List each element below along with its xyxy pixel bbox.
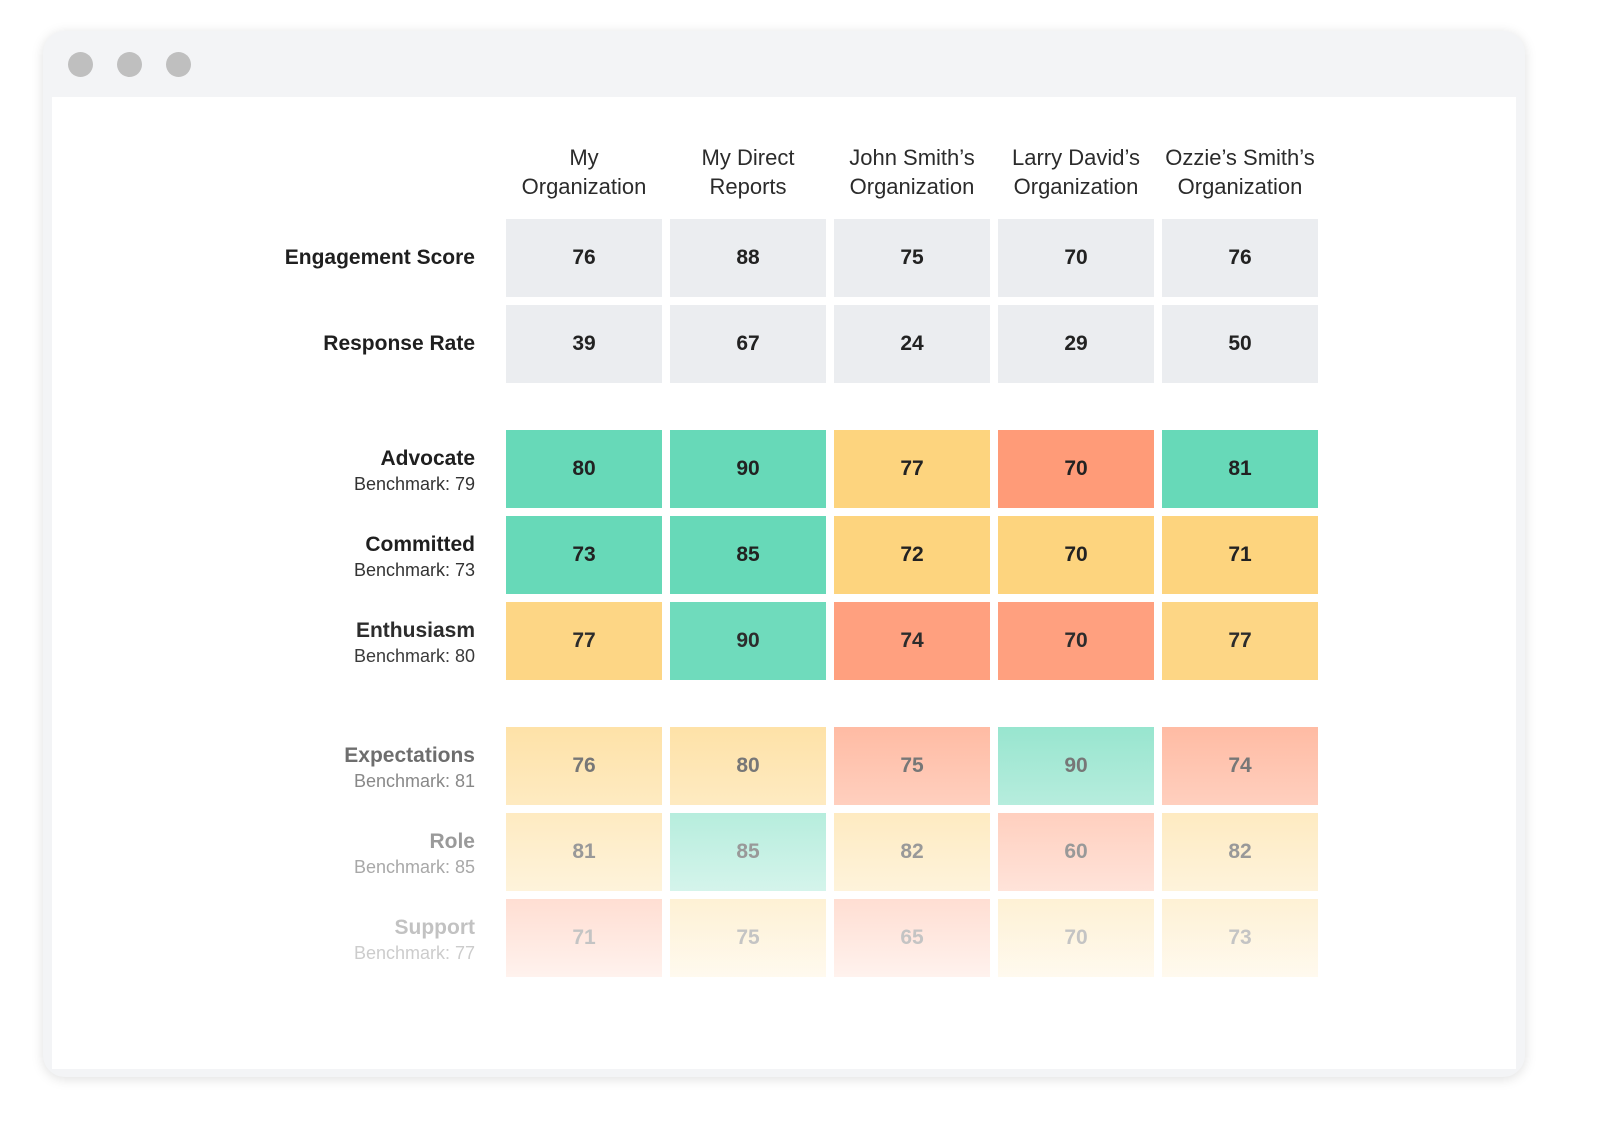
score-cell: 73 bbox=[506, 516, 662, 594]
score-cell: 76 bbox=[506, 727, 662, 805]
row-label-role: Role Benchmark: 85 bbox=[202, 829, 475, 878]
window-maximize-icon[interactable] bbox=[166, 52, 191, 77]
column-header-line: John Smith’s bbox=[849, 145, 975, 170]
column-header-line: My bbox=[569, 145, 599, 170]
score-cell: 74 bbox=[1162, 727, 1318, 805]
row-label-text: Support bbox=[394, 916, 475, 939]
row-label-expectations: Expectations Benchmark: 81 bbox=[202, 743, 475, 792]
row-label-text: Expectations bbox=[344, 744, 475, 767]
row-label-advocate: Advocate Benchmark: 79 bbox=[202, 446, 475, 495]
row-label-text: Role bbox=[429, 830, 475, 853]
score-cell: 70 bbox=[998, 219, 1154, 297]
column-header-4: Larry David’s Organization bbox=[994, 143, 1158, 201]
score-cell: 76 bbox=[506, 219, 662, 297]
column-header-line: Reports bbox=[709, 174, 787, 199]
score-cell: 77 bbox=[834, 430, 990, 508]
score-cell: 70 bbox=[998, 899, 1154, 977]
score-cell: 39 bbox=[506, 305, 662, 383]
score-cell: 75 bbox=[670, 899, 826, 977]
score-cell: 85 bbox=[670, 516, 826, 594]
score-cell: 71 bbox=[1162, 516, 1318, 594]
score-cell: 90 bbox=[670, 602, 826, 680]
score-cell: 85 bbox=[670, 813, 826, 891]
window-minimize-icon[interactable] bbox=[117, 52, 142, 77]
score-cell: 70 bbox=[998, 602, 1154, 680]
column-header-line: My Direct bbox=[701, 145, 795, 170]
row-benchmark: Benchmark: 81 bbox=[353, 771, 475, 791]
score-cell: 81 bbox=[506, 813, 662, 891]
score-cell: 73 bbox=[1162, 899, 1318, 977]
score-cell: 80 bbox=[670, 727, 826, 805]
row-label-text: Committed bbox=[365, 533, 475, 556]
score-cell: 71 bbox=[506, 899, 662, 977]
row-label-enthusiasm: Enthusiasm Benchmark: 80 bbox=[202, 618, 475, 667]
window-close-icon[interactable] bbox=[68, 52, 93, 77]
score-cell: 60 bbox=[998, 813, 1154, 891]
column-header-line: Organization bbox=[521, 174, 647, 199]
heatmap-panel: My Organization My Direct Reports John Smith… bbox=[52, 97, 1516, 1069]
score-cell: 74 bbox=[834, 602, 990, 680]
column-header-3: John Smith’s Organization bbox=[830, 143, 994, 201]
row-label-text: Enthusiasm bbox=[355, 619, 475, 642]
column-header-line: Larry David’s bbox=[1012, 145, 1140, 170]
score-cell: 82 bbox=[1162, 813, 1318, 891]
score-cell: 67 bbox=[670, 305, 826, 383]
score-cell: 76 bbox=[1162, 219, 1318, 297]
score-cell: 70 bbox=[998, 430, 1154, 508]
row-label-support: Support Benchmark: 77 bbox=[202, 915, 475, 964]
score-cell: 88 bbox=[670, 219, 826, 297]
row-label-text: Advocate bbox=[380, 447, 475, 470]
score-cell: 65 bbox=[834, 899, 990, 977]
score-cell: 90 bbox=[998, 727, 1154, 805]
score-cell: 75 bbox=[834, 219, 990, 297]
column-header-line: Organization bbox=[849, 174, 975, 199]
score-cell: 90 bbox=[670, 430, 826, 508]
row-benchmark: Benchmark: 77 bbox=[353, 943, 475, 963]
score-cell: 81 bbox=[1162, 430, 1318, 508]
row-label-text: Engagement Score bbox=[284, 246, 475, 269]
score-cell: 75 bbox=[834, 727, 990, 805]
row-benchmark: Benchmark: 79 bbox=[353, 474, 475, 494]
score-cell: 72 bbox=[834, 516, 990, 594]
row-benchmark: Benchmark: 73 bbox=[353, 560, 475, 580]
row-label-text: Response Rate bbox=[323, 332, 475, 355]
row-benchmark: Benchmark: 85 bbox=[353, 857, 475, 877]
score-cell: 24 bbox=[834, 305, 990, 383]
column-header-line: Organization bbox=[1177, 174, 1303, 199]
row-label-engagement-score: Engagement Score bbox=[202, 245, 475, 271]
score-cell: 82 bbox=[834, 813, 990, 891]
column-header-line: Ozzie’s Smith’s bbox=[1165, 145, 1315, 170]
column-header-5: Ozzie’s Smith’s Organization bbox=[1158, 143, 1322, 201]
score-cell: 70 bbox=[998, 516, 1154, 594]
row-label-committed: Committed Benchmark: 73 bbox=[202, 532, 475, 581]
row-label-response-rate: Response Rate bbox=[202, 331, 475, 357]
column-header-line: Organization bbox=[1013, 174, 1139, 199]
row-benchmark: Benchmark: 80 bbox=[353, 646, 475, 666]
column-header-1: My Organization bbox=[502, 143, 666, 201]
column-header-2: My Direct Reports bbox=[666, 143, 830, 201]
score-cell: 77 bbox=[506, 602, 662, 680]
score-cell: 29 bbox=[998, 305, 1154, 383]
score-cell: 80 bbox=[506, 430, 662, 508]
score-cell: 77 bbox=[1162, 602, 1318, 680]
score-cell: 50 bbox=[1162, 305, 1318, 383]
browser-window: My Organization My Direct Reports John Smith… bbox=[43, 31, 1525, 1077]
